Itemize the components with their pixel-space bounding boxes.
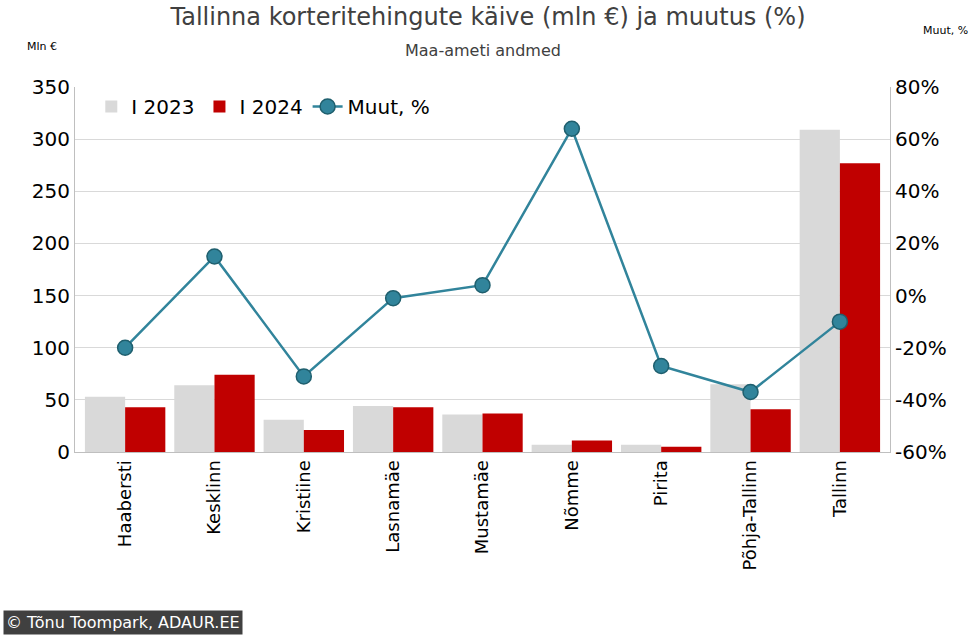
svg-text:-40%: -40% bbox=[895, 388, 947, 412]
svg-text:I 2024: I 2024 bbox=[239, 95, 302, 119]
svg-text:Maa-ameti andmed: Maa-ameti andmed bbox=[405, 41, 561, 60]
svg-text:Põhja-Tallinn: Põhja-Tallinn bbox=[739, 460, 760, 570]
svg-text:-60%: -60% bbox=[895, 440, 947, 464]
svg-text:60%: 60% bbox=[895, 127, 939, 151]
svg-text:Lasnamäe: Lasnamäe bbox=[382, 460, 403, 553]
svg-text:150: 150 bbox=[32, 284, 70, 308]
svg-text:100: 100 bbox=[32, 336, 70, 360]
svg-text:50: 50 bbox=[45, 388, 70, 412]
svg-text:40%: 40% bbox=[895, 179, 939, 203]
svg-text:Tallinn: Tallinn bbox=[829, 460, 850, 518]
svg-text:Mln €: Mln € bbox=[27, 40, 57, 53]
svg-text:Haabersti: Haabersti bbox=[114, 460, 135, 547]
svg-text:0%: 0% bbox=[895, 284, 927, 308]
svg-text:Nõmme: Nõmme bbox=[561, 460, 582, 531]
svg-text:Muut, %: Muut, % bbox=[348, 95, 430, 119]
svg-text:I 2023: I 2023 bbox=[131, 95, 194, 119]
svg-text:0: 0 bbox=[57, 440, 70, 464]
svg-text:20%: 20% bbox=[895, 231, 939, 255]
svg-text:Tallinna korteritehingute käiv: Tallinna korteritehingute käive (mln €) … bbox=[169, 3, 805, 31]
svg-text:-20%: -20% bbox=[895, 336, 947, 360]
svg-text:250: 250 bbox=[32, 179, 70, 203]
svg-text:350: 350 bbox=[32, 75, 70, 99]
svg-text:200: 200 bbox=[32, 231, 70, 255]
svg-text:Kristiine: Kristiine bbox=[293, 460, 314, 533]
svg-text:© Tõnu Toompark, ADAUR.EE: © Tõnu Toompark, ADAUR.EE bbox=[6, 613, 240, 632]
svg-text:300: 300 bbox=[32, 127, 70, 151]
svg-text:Mustamäe: Mustamäe bbox=[471, 460, 492, 554]
svg-text:Pirita: Pirita bbox=[650, 460, 671, 506]
svg-text:Kesklinn: Kesklinn bbox=[203, 460, 224, 535]
svg-text:Muut, %: Muut, % bbox=[923, 24, 968, 37]
svg-text:80%: 80% bbox=[895, 75, 939, 99]
